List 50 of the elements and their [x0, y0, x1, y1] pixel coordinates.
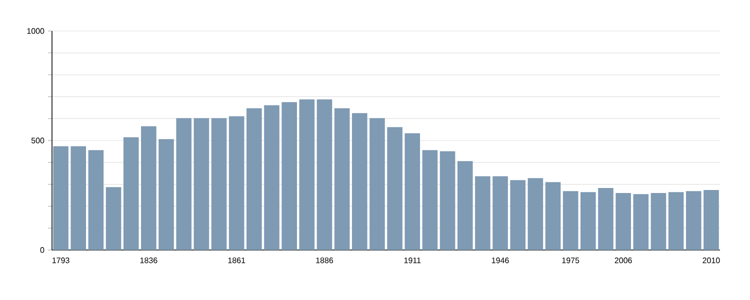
bar	[370, 118, 385, 250]
bar	[334, 108, 350, 250]
y-tick-label: 500	[31, 138, 44, 144]
bar	[650, 193, 666, 250]
bar	[686, 191, 702, 250]
bar	[70, 146, 86, 250]
bar	[316, 99, 332, 250]
bar	[404, 133, 420, 250]
bar	[457, 161, 473, 250]
x-tick-label: 1911	[404, 258, 421, 264]
x-tick-label: 1861	[228, 258, 246, 264]
bar	[176, 118, 192, 250]
bar	[475, 176, 490, 250]
bar	[545, 182, 561, 250]
x-tick-label: 1793	[52, 258, 70, 264]
x-tick-label: 2006	[614, 258, 632, 264]
bar	[211, 118, 227, 250]
bar	[194, 118, 210, 250]
bar	[228, 116, 244, 250]
bar	[616, 193, 631, 250]
bar	[528, 178, 544, 250]
bar	[422, 150, 438, 250]
bar	[282, 102, 297, 250]
bar	[246, 108, 262, 250]
bar	[106, 187, 122, 250]
bar	[123, 137, 139, 250]
bar	[633, 194, 649, 250]
x-tick-label: 1946	[492, 258, 509, 264]
bar	[387, 127, 402, 250]
bar	[53, 146, 68, 250]
bar	[492, 176, 508, 250]
x-tick-label: 1975	[562, 258, 580, 264]
bar	[264, 105, 280, 250]
bar	[141, 126, 156, 250]
bar	[299, 99, 315, 250]
bar	[352, 113, 368, 250]
bar	[88, 150, 104, 250]
bar	[440, 151, 456, 250]
bar	[704, 190, 719, 250]
x-tick-label: 1836	[140, 258, 158, 264]
bar	[580, 192, 596, 250]
y-tick-label: 1000	[27, 28, 44, 34]
x-tick-label: 1886	[316, 258, 334, 264]
bar	[510, 180, 526, 250]
bar	[158, 139, 174, 250]
bar	[668, 192, 684, 250]
bar	[598, 188, 614, 250]
y-tick-label: 0	[40, 247, 44, 253]
x-tick-label: 2010	[702, 258, 720, 264]
bar	[562, 191, 578, 250]
